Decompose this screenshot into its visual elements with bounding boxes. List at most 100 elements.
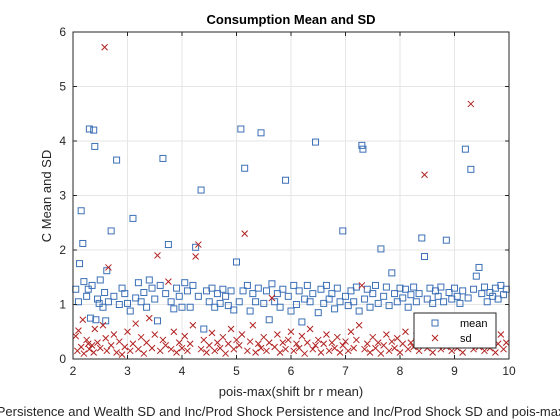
mean-point (415, 290, 423, 298)
sd-point (227, 325, 235, 333)
mean-point (429, 299, 437, 307)
sd-point (377, 350, 385, 357)
mean-point (385, 302, 393, 310)
sd-point (369, 333, 377, 341)
mean-point (170, 305, 178, 313)
mean-point (74, 298, 82, 306)
mean-point (331, 305, 339, 313)
mean-point (279, 285, 287, 293)
sd-point (90, 349, 98, 356)
y-tick-label: 1 (59, 298, 66, 312)
y-tick-label: 2 (59, 243, 66, 257)
sd-point (260, 333, 268, 341)
x-axis-label: pois-max(shift br r mean) (219, 384, 363, 399)
mean-point (79, 239, 87, 247)
mean-point (442, 236, 450, 244)
sd-point (295, 344, 303, 352)
sd-point (355, 321, 363, 329)
sd-point (407, 339, 415, 347)
sd-point (244, 347, 251, 355)
sd-point (189, 321, 197, 329)
mean-point (257, 129, 265, 137)
mean-point (164, 241, 172, 249)
mean-point (322, 281, 330, 289)
mean-point (339, 227, 347, 235)
mean-point (268, 280, 276, 288)
sd-point (350, 344, 358, 352)
sd-point (88, 342, 96, 349)
mean-point (369, 290, 377, 298)
mean-point (148, 284, 156, 292)
sd-point (323, 331, 330, 338)
sd-point (224, 340, 232, 348)
sd-point (309, 345, 317, 353)
sd-point (399, 340, 407, 348)
mean-point (216, 299, 224, 307)
mean-point (475, 263, 483, 271)
legend-sd-marker (431, 334, 439, 342)
y-axis-label: C Mean and SD (39, 150, 54, 243)
sd-point (347, 328, 355, 336)
mean-point (197, 186, 205, 194)
x-tick-label: 6 (288, 364, 295, 378)
sd-point (103, 347, 111, 355)
sd-point (317, 349, 325, 356)
mean-point (363, 285, 371, 293)
mean-point (183, 287, 191, 295)
mean-point (282, 176, 290, 184)
sd-point (252, 349, 259, 356)
mean-point (393, 298, 401, 306)
mean-point (243, 281, 251, 289)
mean-point (84, 285, 92, 293)
mean-point (92, 316, 100, 324)
sd-point (312, 342, 319, 349)
x-tick-label: 10 (502, 364, 516, 378)
sd-point (481, 347, 488, 355)
mean-point (287, 307, 295, 315)
sd-point (492, 349, 499, 356)
sd-point (203, 349, 210, 356)
mean-point (80, 278, 88, 286)
mean-point (113, 156, 121, 164)
mean-point (317, 285, 325, 293)
sd-point (230, 345, 238, 353)
mean-point (461, 145, 469, 153)
legend-mean-marker (431, 319, 439, 327)
mean-point (359, 145, 367, 153)
sd-point (145, 314, 153, 322)
mean-point (208, 284, 216, 292)
mean-point (230, 306, 238, 314)
mean-point (95, 299, 103, 307)
mean-point (423, 295, 431, 303)
mean-point (464, 294, 472, 302)
sd-point (448, 347, 456, 355)
sd-point (143, 339, 150, 347)
sd-point (162, 342, 170, 349)
sd-point (336, 349, 344, 356)
sd-point (72, 332, 80, 340)
mean-point (132, 294, 140, 302)
mean-point (107, 227, 115, 235)
sd-point (415, 347, 423, 355)
mean-point (303, 281, 311, 289)
mean-point (205, 298, 213, 306)
sd-point (96, 344, 104, 352)
mean-point (254, 284, 262, 292)
sd-point (184, 347, 191, 355)
sd-point (233, 336, 240, 344)
sd-point (121, 343, 129, 351)
mean-point (178, 303, 186, 311)
sd-point (84, 340, 92, 348)
mean-point (88, 281, 96, 289)
mean-point (213, 290, 221, 298)
sd-point (298, 332, 306, 340)
mean-point (410, 283, 418, 291)
mean-point (480, 283, 488, 291)
sd-point (339, 342, 347, 349)
sd-point (459, 349, 467, 356)
mean-point (377, 245, 385, 253)
sd-point (113, 349, 120, 356)
mean-point (173, 284, 181, 292)
mean-point (237, 125, 245, 133)
